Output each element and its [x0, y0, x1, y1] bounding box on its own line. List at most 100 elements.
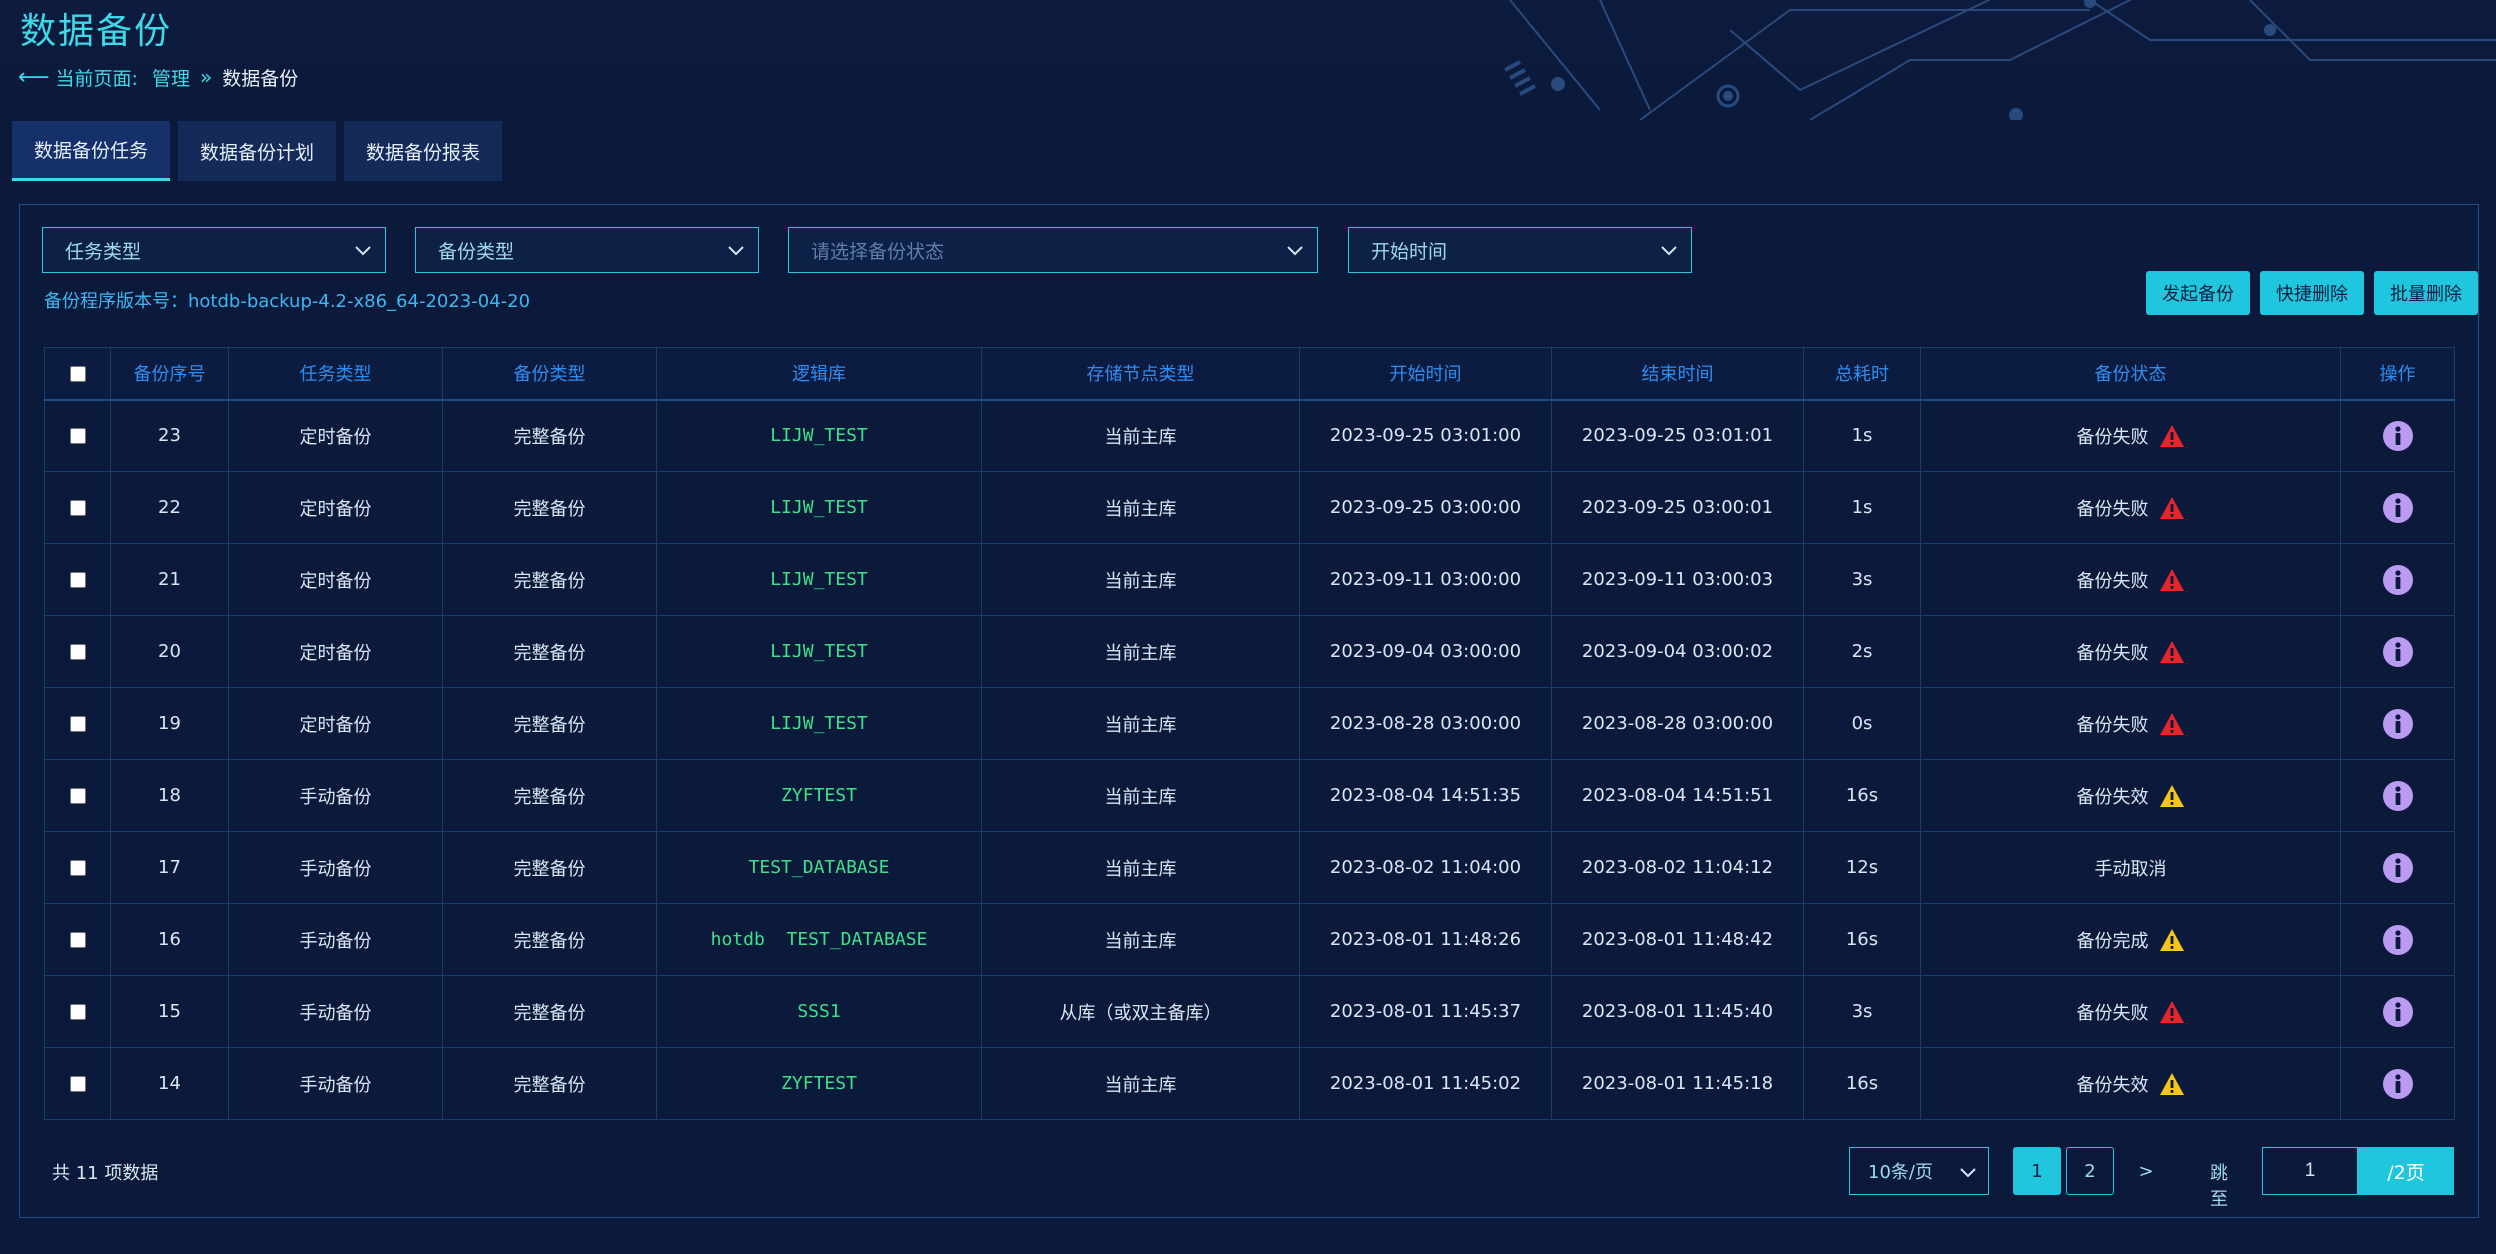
- table-row: 21 定时备份 完整备份 LIJW_TEST 当前主库 2023-09-11 03:00:…: [44, 543, 2455, 616]
- chevron-down-icon: [728, 246, 744, 256]
- cell-id: 20: [110, 615, 229, 688]
- chevron-down-icon: [355, 246, 371, 256]
- row-checkbox[interactable]: [69, 1076, 86, 1092]
- cell-backup-type: 完整备份: [442, 543, 657, 616]
- task-type-select-value: 任务类型: [65, 240, 142, 263]
- back-arrow-icon[interactable]: ⟵: [18, 64, 50, 90]
- status-text: 备份失效: [2076, 786, 2149, 808]
- cell-id: 19: [110, 687, 229, 760]
- cell-duration: 2s: [1803, 615, 1921, 688]
- cell-task-type: 定时备份: [228, 399, 443, 472]
- row-checkbox[interactable]: [69, 644, 86, 660]
- start-time-select-value: 开始时间: [1371, 240, 1448, 263]
- info-icon[interactable]: [2382, 420, 2414, 452]
- col-id[interactable]: 备份序号: [110, 347, 229, 401]
- warning-triangle-icon: [2159, 784, 2184, 807]
- table-row: 14 手动备份 完整备份 ZYFTEST 当前主库 2023-08-01 11:45:02…: [44, 1047, 2455, 1120]
- cell-end-time: 2023-09-11 03:00:03: [1551, 543, 1804, 616]
- select-all-checkbox[interactable]: [69, 365, 86, 382]
- col-task-type[interactable]: 任务类型: [228, 347, 443, 401]
- cell-id: 22: [110, 471, 229, 544]
- cell-logic-db: hotdb TEST_DATABASE: [656, 903, 982, 976]
- col-backup-type[interactable]: 备份类型: [442, 347, 657, 401]
- info-icon[interactable]: [2382, 1068, 2414, 1100]
- cell-status: 备份失败: [1920, 471, 2341, 544]
- row-checkbox[interactable]: [69, 932, 86, 948]
- row-checkbox-cell: [44, 543, 111, 616]
- cell-end-time: 2023-08-28 03:00:00: [1551, 687, 1804, 760]
- row-checkbox[interactable]: [69, 1004, 86, 1020]
- error-triangle-icon: [2159, 496, 2184, 519]
- start-time-select[interactable]: 开始时间: [1348, 227, 1692, 273]
- cell-logic-db: LIJW_TEST: [656, 399, 982, 472]
- cell-node-type: 当前主库: [981, 615, 1300, 688]
- cell-actions: [2340, 759, 2455, 832]
- page-1-button[interactable]: 1: [2013, 1147, 2061, 1195]
- cell-logic-db: SSS1: [656, 975, 982, 1048]
- tab-backup-reports[interactable]: 数据备份报表: [344, 121, 503, 181]
- status-text: 手动取消: [2094, 858, 2167, 880]
- info-icon[interactable]: [2382, 924, 2414, 956]
- total-count: 共 11 项数据: [52, 1163, 159, 1184]
- circuit-decoration: [1504, 0, 2496, 120]
- cell-status: 手动取消: [1920, 831, 2341, 904]
- cell-status: 备份失败: [1920, 399, 2341, 472]
- page-2-button[interactable]: 2: [2066, 1147, 2114, 1195]
- row-checkbox-cell: [44, 687, 111, 760]
- jump-page-input[interactable]: [2262, 1147, 2358, 1195]
- row-checkbox[interactable]: [69, 500, 86, 516]
- info-icon[interactable]: [2382, 636, 2414, 668]
- task-type-select[interactable]: 任务类型: [42, 227, 386, 273]
- col-start-time[interactable]: 开始时间: [1299, 347, 1552, 401]
- info-icon[interactable]: [2382, 564, 2414, 596]
- info-icon[interactable]: [2382, 996, 2414, 1028]
- breadcrumb-parent-link[interactable]: 管理: [151, 67, 190, 90]
- col-end-time[interactable]: 结束时间: [1551, 347, 1804, 401]
- col-node-type[interactable]: 存储节点类型: [981, 347, 1300, 401]
- cell-id: 23: [110, 399, 229, 472]
- backup-status-select[interactable]: 请选择备份状态: [788, 227, 1318, 273]
- cell-start-time: 2023-08-02 11:04:00: [1299, 831, 1552, 904]
- col-status[interactable]: 备份状态: [1920, 347, 2341, 401]
- cell-end-time: 2023-09-04 03:00:02: [1551, 615, 1804, 688]
- batch-delete-button[interactable]: 批量删除: [2374, 271, 2478, 315]
- cell-end-time: 2023-09-25 03:00:01: [1551, 471, 1804, 544]
- info-icon[interactable]: [2382, 492, 2414, 524]
- row-checkbox[interactable]: [69, 788, 86, 804]
- row-checkbox[interactable]: [69, 572, 86, 588]
- cell-status: 备份失败: [1920, 543, 2341, 616]
- row-checkbox[interactable]: [69, 428, 86, 445]
- next-page-button[interactable]: >: [2138, 1160, 2154, 1182]
- row-checkbox[interactable]: [69, 716, 86, 732]
- tab-backup-tasks[interactable]: 数据备份任务: [12, 121, 171, 181]
- table-row: 23 定时备份 完整备份 LIJW_TEST 当前主库 2023-09-25 03:01:…: [44, 399, 2455, 472]
- cell-end-time: 2023-08-01 11:48:42: [1551, 903, 1804, 976]
- start-backup-button[interactable]: 发起备份: [2146, 271, 2250, 315]
- page-size-select[interactable]: 10条/页: [1849, 1147, 1989, 1195]
- col-logic-db[interactable]: 逻辑库: [656, 347, 982, 401]
- row-checkbox[interactable]: [69, 860, 86, 876]
- cell-task-type: 定时备份: [228, 471, 443, 544]
- cell-node-type: 当前主库: [981, 687, 1300, 760]
- cell-start-time: 2023-09-25 03:01:00: [1299, 399, 1552, 472]
- cell-start-time: 2023-09-11 03:00:00: [1299, 543, 1552, 616]
- cell-backup-type: 完整备份: [442, 615, 657, 688]
- info-icon[interactable]: [2382, 708, 2414, 740]
- cell-actions: [2340, 399, 2455, 472]
- cell-start-time: 2023-09-25 03:00:00: [1299, 471, 1552, 544]
- info-icon[interactable]: [2382, 780, 2414, 812]
- table-row: 20 定时备份 完整备份 LIJW_TEST 当前主库 2023-09-04 03:00:…: [44, 615, 2455, 688]
- cell-node-type: 当前主库: [981, 543, 1300, 616]
- cell-actions: [2340, 471, 2455, 544]
- cell-actions: [2340, 543, 2455, 616]
- cell-node-type: 当前主库: [981, 759, 1300, 832]
- table-row: 18 手动备份 完整备份 ZYFTEST 当前主库 2023-08-04 14:51:35…: [44, 759, 2455, 832]
- info-icon[interactable]: [2382, 852, 2414, 884]
- quick-delete-button[interactable]: 快捷删除: [2260, 271, 2364, 315]
- status-text: 备份失败: [2076, 570, 2149, 592]
- backup-type-select[interactable]: 备份类型: [415, 227, 759, 273]
- tab-backup-plans[interactable]: 数据备份计划: [178, 121, 337, 181]
- cell-task-type: 手动备份: [228, 975, 443, 1048]
- col-duration[interactable]: 总耗时: [1803, 347, 1921, 401]
- error-triangle-icon: [2159, 1000, 2184, 1023]
